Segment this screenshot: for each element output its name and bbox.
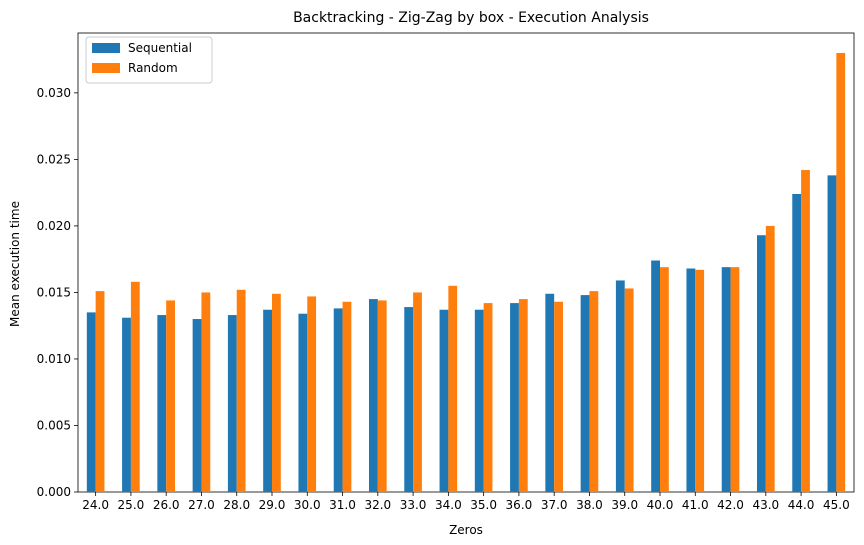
x-axis-ticks: 24.0 25.0 26.0 27.0 28.0 29.0 30.0 31.0 32.0 33.0… bbox=[82, 492, 850, 512]
bar-sequential-30.0 bbox=[298, 313, 308, 492]
bar-sequential-41.0 bbox=[686, 268, 696, 492]
legend-swatch-sequential bbox=[92, 43, 120, 53]
x-tick-label: 35.0 bbox=[470, 498, 497, 512]
bar-random-26.0 bbox=[166, 300, 175, 492]
bar-random-24.0 bbox=[95, 291, 105, 492]
bar-sequential-38.0 bbox=[580, 295, 590, 492]
x-tick-label: 34.0 bbox=[435, 498, 462, 512]
y-tick-label: 0.005 bbox=[37, 418, 71, 432]
x-tick-label: 30.0 bbox=[294, 498, 321, 512]
y-tick-label: 0.025 bbox=[37, 152, 71, 166]
y-tick-label: 0.000 bbox=[37, 485, 71, 499]
y-tick-label: 0.010 bbox=[37, 352, 71, 366]
bar-random-35.0 bbox=[483, 303, 493, 492]
bar-sequential-44.0 bbox=[792, 193, 802, 493]
x-tick-label: 26.0 bbox=[153, 498, 180, 512]
x-tick-label: 40.0 bbox=[647, 498, 674, 512]
x-tick-label: 27.0 bbox=[188, 498, 215, 512]
bar-sequential-25.0 bbox=[122, 317, 131, 492]
legend-label-random: Random bbox=[128, 61, 178, 75]
bar-random-27.0 bbox=[201, 292, 211, 492]
bar-sequential-42.0 bbox=[721, 267, 731, 492]
bar-random-36.0 bbox=[518, 299, 528, 492]
x-tick-label: 31.0 bbox=[329, 498, 356, 512]
bars-group bbox=[86, 52, 846, 493]
bar-random-44.0 bbox=[801, 170, 810, 492]
bar-random-31.0 bbox=[342, 301, 352, 492]
x-tick-label: 43.0 bbox=[752, 498, 779, 512]
bar-sequential-27.0 bbox=[192, 319, 202, 492]
x-tick-label: 38.0 bbox=[576, 498, 603, 512]
bar-sequential-33.0 bbox=[404, 307, 414, 492]
bar-random-38.0 bbox=[589, 291, 599, 492]
x-tick-label: 36.0 bbox=[506, 498, 533, 512]
y-tick-label: 0.020 bbox=[37, 219, 71, 233]
bar-sequential-26.0 bbox=[157, 315, 167, 492]
bar-sequential-31.0 bbox=[333, 308, 343, 492]
x-tick-label: 24.0 bbox=[82, 498, 109, 512]
bar-random-43.0 bbox=[765, 225, 775, 492]
bar-sequential-36.0 bbox=[510, 303, 519, 492]
x-axis-label: Zeros bbox=[449, 523, 483, 537]
x-tick-label: 28.0 bbox=[223, 498, 250, 512]
bar-sequential-37.0 bbox=[545, 293, 555, 492]
x-tick-label: 32.0 bbox=[364, 498, 391, 512]
bar-random-25.0 bbox=[130, 281, 140, 492]
y-tick-label: 0.015 bbox=[37, 285, 71, 299]
bar-sequential-40.0 bbox=[651, 260, 660, 492]
legend-swatch-random bbox=[92, 63, 120, 73]
x-tick-label: 42.0 bbox=[717, 498, 744, 512]
bar-random-42.0 bbox=[730, 267, 740, 492]
bar-random-45.0 bbox=[836, 52, 846, 493]
bar-random-40.0 bbox=[660, 267, 669, 492]
x-tick-label: 29.0 bbox=[259, 498, 286, 512]
x-tick-label: 45.0 bbox=[823, 498, 850, 512]
x-tick-label: 37.0 bbox=[541, 498, 568, 512]
bar-sequential-45.0 bbox=[827, 175, 837, 493]
bar-sequential-32.0 bbox=[369, 299, 378, 492]
bar-random-29.0 bbox=[272, 293, 281, 492]
bar-sequential-29.0 bbox=[263, 309, 272, 492]
bar-sequential-28.0 bbox=[227, 315, 237, 492]
bar-random-30.0 bbox=[307, 296, 317, 492]
legend: Sequential Random bbox=[85, 36, 213, 84]
y-axis-label: Mean execution time bbox=[8, 201, 22, 327]
bar-sequential-43.0 bbox=[757, 235, 766, 493]
bar-sequential-34.0 bbox=[439, 309, 449, 492]
legend-label-sequential: Sequential bbox=[128, 41, 192, 55]
x-tick-label: 33.0 bbox=[400, 498, 427, 512]
plot-frame bbox=[77, 32, 855, 493]
bar-random-28.0 bbox=[236, 289, 246, 492]
x-tick-label: 44.0 bbox=[788, 498, 815, 512]
bar-sequential-24.0 bbox=[86, 312, 96, 492]
bar-sequential-39.0 bbox=[615, 280, 625, 492]
plot-area bbox=[77, 32, 855, 493]
bar-random-37.0 bbox=[554, 301, 563, 492]
y-tick-label: 0.030 bbox=[37, 86, 71, 100]
bar-sequential-35.0 bbox=[474, 309, 484, 492]
bar-random-32.0 bbox=[377, 300, 387, 492]
x-tick-label: 25.0 bbox=[118, 498, 145, 512]
x-tick-label: 41.0 bbox=[682, 498, 709, 512]
bar-random-34.0 bbox=[448, 285, 458, 492]
x-tick-label: 39.0 bbox=[611, 498, 638, 512]
chart-title: Backtracking - Zig-Zag by box - Executio… bbox=[293, 10, 649, 26]
bar-random-33.0 bbox=[413, 292, 422, 492]
y-axis-ticks: 0.000 0.005 0.010 0.015 0.020 0.025 0.030 bbox=[37, 86, 78, 499]
bar-random-41.0 bbox=[695, 269, 705, 492]
bar-random-39.0 bbox=[624, 288, 634, 492]
